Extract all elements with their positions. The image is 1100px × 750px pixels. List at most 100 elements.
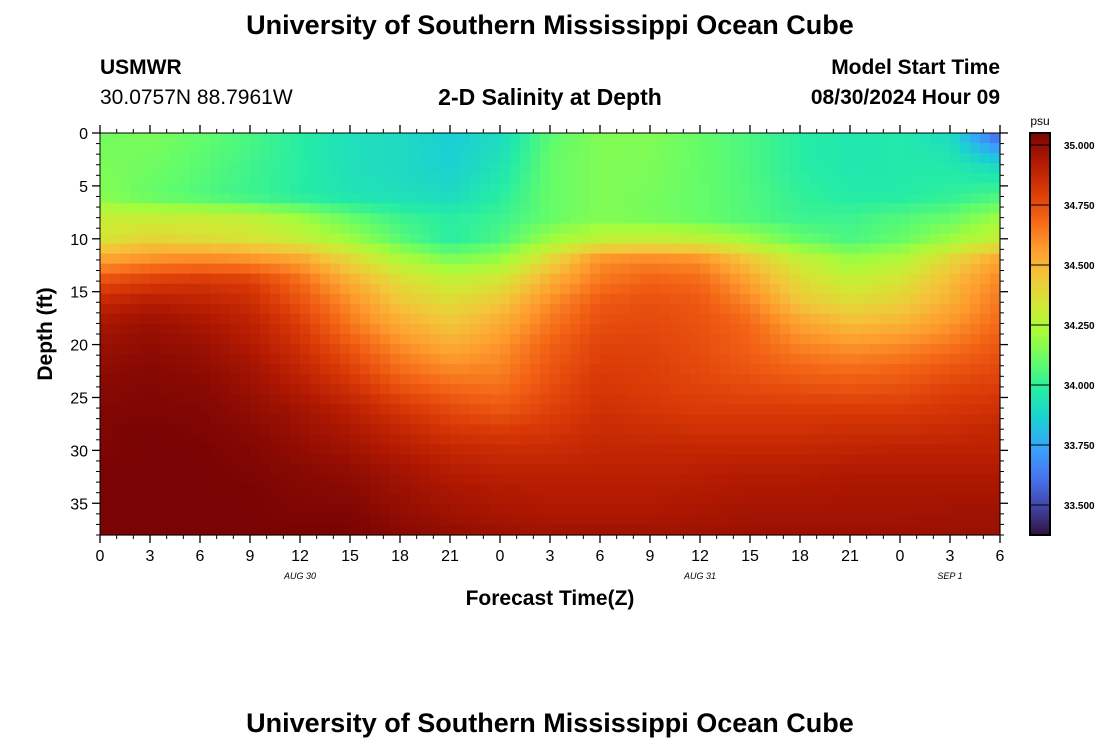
heatmap-cell <box>520 434 531 446</box>
heatmap-cell <box>850 213 861 225</box>
heatmap-cell <box>470 223 481 235</box>
heatmap-cell <box>360 464 371 476</box>
heatmap-cell <box>520 454 531 466</box>
heatmap-cell <box>890 524 901 536</box>
heatmap-cell <box>460 223 471 235</box>
heatmap-cell <box>440 183 451 194</box>
heatmap-cell <box>850 464 861 476</box>
heatmap-cell <box>310 203 321 214</box>
heatmap-cell <box>520 163 531 174</box>
heatmap-cell <box>820 253 831 265</box>
heatmap-cell <box>380 434 391 446</box>
heatmap-cell <box>510 153 521 164</box>
heatmap-cell <box>550 323 561 335</box>
heatmap-cell <box>110 394 121 405</box>
heatmap-cell <box>190 153 201 164</box>
heatmap-cell <box>460 384 471 395</box>
heatmap-cell <box>890 223 901 235</box>
heatmap-cell <box>230 504 241 516</box>
heatmap-cell <box>740 263 751 275</box>
heatmap-cell <box>860 504 871 516</box>
heatmap-cell <box>470 283 481 295</box>
heatmap-cell <box>980 243 991 255</box>
heatmap-cell <box>580 173 591 184</box>
heatmap-cell <box>520 263 531 275</box>
heatmap-cell <box>240 223 251 235</box>
heatmap-cell <box>910 273 921 285</box>
heatmap-cell <box>840 494 851 506</box>
heatmap-cell <box>290 484 301 496</box>
heatmap-cell <box>960 303 971 315</box>
heatmap-cell <box>630 394 641 405</box>
heatmap-cell <box>560 414 571 426</box>
heatmap-cell <box>880 273 891 285</box>
heatmap-cell <box>310 143 321 154</box>
heatmap-cell <box>600 183 611 194</box>
heatmap-cell <box>220 273 231 285</box>
colorbar-tick-label: 34.750 <box>1064 201 1095 212</box>
heatmap-cell <box>320 394 331 405</box>
heatmap-cell <box>450 464 461 476</box>
heatmap-cell <box>960 183 971 194</box>
heatmap-cell <box>540 474 551 486</box>
heatmap-cell <box>270 203 281 214</box>
heatmap-cell <box>990 203 1001 214</box>
heatmap-cell <box>810 344 821 355</box>
heatmap-cell <box>300 444 311 456</box>
heatmap-cell <box>390 334 401 345</box>
heatmap-cell <box>710 183 721 194</box>
heatmap-cell <box>660 273 671 285</box>
heatmap-cell <box>150 454 161 466</box>
heatmap-cell <box>720 293 731 305</box>
heatmap-cell <box>540 243 551 255</box>
heatmap-cell <box>720 193 731 204</box>
heatmap-cell <box>180 153 191 164</box>
heatmap-cell <box>360 283 371 295</box>
heatmap-cell <box>760 143 771 154</box>
heatmap-cell <box>310 163 321 174</box>
heatmap-cell <box>660 163 671 174</box>
heatmap-cell <box>950 514 961 526</box>
heatmap-cell <box>660 474 671 486</box>
heatmap-cell <box>990 424 1001 436</box>
heatmap-cell <box>340 203 351 214</box>
heatmap-cell <box>320 213 331 225</box>
heatmap-cell <box>520 243 531 255</box>
heatmap-cell <box>820 414 831 426</box>
heatmap-cell <box>260 213 271 225</box>
heatmap-cell <box>390 273 401 285</box>
heatmap-cell <box>260 303 271 315</box>
heatmap-cell <box>850 283 861 295</box>
heatmap-cell <box>970 143 981 154</box>
heatmap-cell <box>710 414 721 426</box>
heatmap-cell <box>990 273 1001 285</box>
heatmap-cell <box>620 384 631 395</box>
heatmap-cell <box>870 323 881 335</box>
heatmap-cell <box>930 424 941 436</box>
heatmap-cell <box>690 243 701 255</box>
x-tick-label: 15 <box>341 548 359 565</box>
heatmap-cell <box>400 444 411 456</box>
heatmap-cell <box>220 303 231 315</box>
heatmap-cell <box>650 313 661 325</box>
heatmap-cell <box>710 504 721 516</box>
heatmap-cell <box>920 143 931 154</box>
heatmap-cell <box>110 253 121 265</box>
heatmap-cell <box>290 273 301 285</box>
heatmap-cell <box>210 434 221 446</box>
heatmap-cell <box>880 133 891 144</box>
heatmap-cell <box>730 133 741 144</box>
heatmap-cell <box>110 404 121 415</box>
heatmap-cell <box>490 193 501 204</box>
heatmap-cell <box>520 404 531 415</box>
heatmap-cell <box>720 344 731 355</box>
heatmap-cell <box>230 494 241 506</box>
heatmap-cell <box>750 504 761 516</box>
heatmap-cell <box>360 313 371 325</box>
heatmap-cell <box>830 233 841 245</box>
heatmap-cell <box>470 303 481 315</box>
heatmap-cell <box>800 354 811 365</box>
heatmap-cell <box>460 163 471 174</box>
heatmap-cell <box>830 394 841 405</box>
heatmap-cell <box>820 434 831 446</box>
